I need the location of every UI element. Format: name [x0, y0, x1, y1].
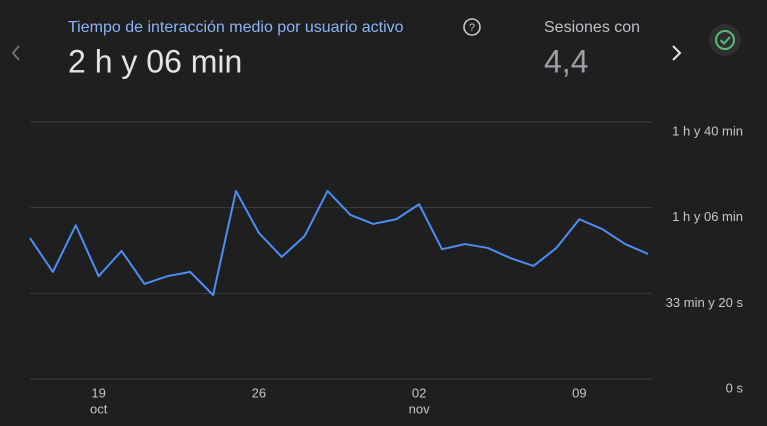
x-month-label: oct [90, 401, 108, 416]
prev-arrow[interactable] [11, 45, 20, 61]
svg-text:?: ? [469, 22, 475, 34]
help-icon[interactable]: ? [463, 18, 481, 36]
y-tick-label: 1 h y 06 min [672, 209, 743, 224]
status-icon [709, 24, 741, 56]
x-month-label: nov [409, 401, 430, 416]
x-tick-label: 02 [412, 385, 426, 400]
second-title[interactable]: Sesiones con [544, 19, 640, 36]
x-tick-label: 26 [252, 385, 266, 400]
second-value: 4,4 [544, 43, 588, 79]
data-line [29, 189, 649, 297]
y-tick-label: 33 min y 20 s [666, 295, 744, 310]
x-tick-label: 09 [572, 385, 586, 400]
next-arrow[interactable] [672, 45, 682, 61]
metric-title[interactable]: Tiempo de interacción medio por usuario … [68, 19, 404, 36]
x-tick-label: 19 [91, 385, 105, 400]
y-tick-label: 1 h y 40 min [672, 123, 743, 138]
metric-value: 2 h y 06 min [68, 43, 242, 79]
y-tick-label: 0 s [726, 380, 744, 395]
